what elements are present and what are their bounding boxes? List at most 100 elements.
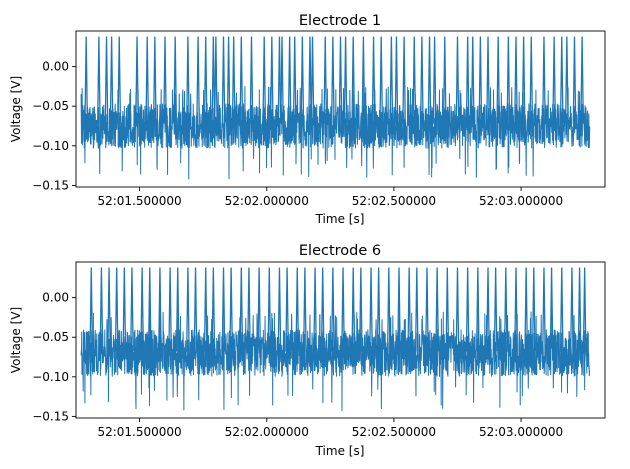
spike bbox=[425, 267, 429, 352]
spike bbox=[308, 36, 312, 124]
spike bbox=[186, 36, 190, 124]
spike bbox=[114, 267, 119, 352]
spike bbox=[521, 36, 526, 124]
spike bbox=[221, 36, 226, 124]
x-tick-label: 52:02.500000 bbox=[352, 425, 436, 439]
spike bbox=[470, 36, 475, 124]
spike bbox=[570, 267, 574, 352]
spike bbox=[107, 267, 111, 352]
spike bbox=[486, 36, 490, 124]
x-tick-label: 52:03.000000 bbox=[479, 194, 563, 208]
spike bbox=[310, 36, 315, 124]
spike bbox=[175, 267, 180, 352]
x-tick-label: 52:02.500000 bbox=[352, 194, 436, 208]
spike bbox=[420, 36, 424, 124]
spike bbox=[496, 36, 501, 124]
y-tick-label: −0.05 bbox=[32, 330, 69, 344]
spike bbox=[158, 267, 162, 352]
chart-electrode-1: Electrode 1 0.00 −0.05 −0.10 −0.15 52:01.50… bbox=[9, 13, 606, 226]
spike bbox=[257, 267, 261, 352]
spike bbox=[196, 36, 200, 124]
spike bbox=[338, 36, 343, 124]
spike bbox=[109, 36, 114, 124]
x-axis-label: Time [s] bbox=[315, 212, 365, 226]
spike bbox=[239, 36, 244, 124]
spike bbox=[529, 36, 534, 124]
spike bbox=[582, 267, 587, 352]
spike bbox=[152, 36, 157, 124]
spike bbox=[565, 36, 569, 124]
spike bbox=[412, 36, 417, 124]
spike bbox=[389, 36, 394, 124]
y-tick-label: −0.10 bbox=[32, 370, 69, 384]
y-tick-label: 0.00 bbox=[42, 60, 69, 74]
spike bbox=[493, 267, 498, 352]
spike bbox=[168, 267, 172, 352]
spike bbox=[277, 267, 282, 352]
spike bbox=[89, 267, 94, 352]
spike bbox=[455, 267, 460, 352]
spike bbox=[211, 267, 216, 352]
spike bbox=[577, 267, 582, 352]
x-tick-label: 52:03.000000 bbox=[479, 425, 563, 439]
spike bbox=[542, 267, 546, 352]
chart-title: Electrode 6 bbox=[299, 243, 381, 259]
spike bbox=[313, 267, 317, 352]
spike bbox=[371, 36, 376, 124]
spike bbox=[99, 267, 104, 352]
spike bbox=[580, 36, 584, 124]
spike bbox=[323, 36, 328, 124]
x-tick-label: 52:02.000000 bbox=[225, 194, 309, 208]
spike bbox=[394, 36, 399, 124]
x-axis: 52:01.500000 52:02.000000 52:02.500000 52:0… bbox=[97, 187, 563, 208]
spike bbox=[140, 267, 144, 352]
spike bbox=[432, 36, 437, 124]
spike bbox=[465, 36, 470, 124]
spike bbox=[506, 36, 511, 124]
spike bbox=[407, 267, 412, 352]
axes-frame bbox=[75, 261, 606, 419]
spike bbox=[475, 267, 480, 352]
spike bbox=[84, 36, 89, 124]
spike bbox=[514, 267, 518, 352]
spike bbox=[262, 36, 267, 124]
chart-title: Electrode 1 bbox=[299, 13, 381, 29]
spike bbox=[559, 267, 564, 352]
spike bbox=[351, 267, 356, 352]
spike bbox=[145, 36, 150, 124]
spike bbox=[414, 267, 419, 352]
spike bbox=[376, 267, 381, 352]
spike bbox=[280, 36, 284, 124]
spike bbox=[97, 36, 101, 124]
spike bbox=[147, 267, 152, 352]
spike bbox=[231, 36, 236, 124]
spike bbox=[402, 36, 406, 124]
spike bbox=[465, 267, 470, 352]
spike bbox=[186, 267, 190, 352]
spike bbox=[552, 36, 556, 124]
spike bbox=[524, 267, 529, 352]
plot-area bbox=[80, 36, 591, 180]
y-tick-label: −0.15 bbox=[32, 409, 69, 423]
spike bbox=[211, 36, 216, 124]
spike bbox=[130, 267, 134, 352]
spike bbox=[163, 36, 167, 124]
spike bbox=[542, 36, 546, 124]
spike bbox=[295, 267, 300, 352]
spike bbox=[341, 267, 345, 352]
spike bbox=[193, 267, 198, 352]
spike bbox=[292, 36, 297, 124]
spike bbox=[247, 267, 251, 352]
y-axis-label: Voltage [V] bbox=[9, 307, 23, 373]
spike bbox=[203, 36, 208, 124]
spike bbox=[531, 267, 536, 352]
spike bbox=[442, 36, 447, 124]
spike bbox=[331, 36, 335, 124]
signal-trace bbox=[80, 85, 591, 180]
y-tick-label: 0.00 bbox=[42, 291, 69, 305]
spike bbox=[229, 267, 233, 352]
y-tick-label: −0.10 bbox=[32, 139, 69, 153]
spike bbox=[285, 267, 289, 352]
spike bbox=[300, 36, 305, 124]
